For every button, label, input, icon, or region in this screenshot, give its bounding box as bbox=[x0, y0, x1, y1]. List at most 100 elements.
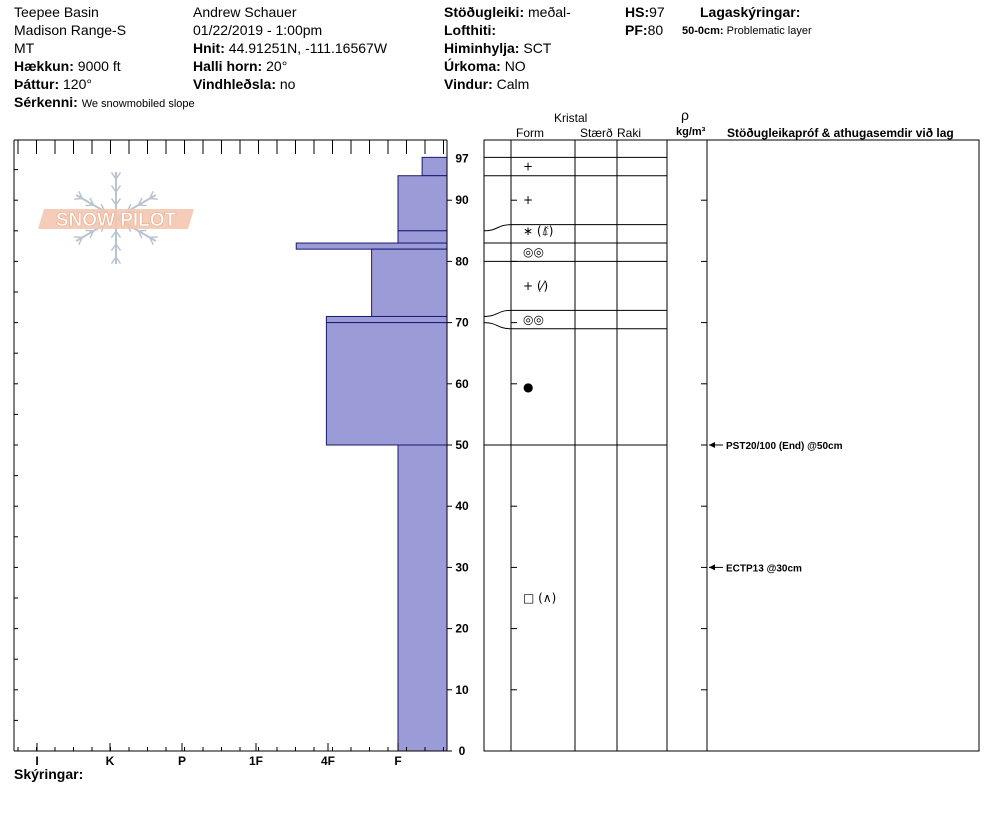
snowflake-branch bbox=[89, 197, 95, 206]
hs: HS:97 bbox=[625, 4, 665, 20]
hardness-bar bbox=[325, 322, 448, 446]
moisture-header: Raki bbox=[617, 126, 642, 140]
precip: Úrkoma: NO bbox=[444, 58, 526, 74]
aspect: Þáttur: 120° bbox=[14, 76, 92, 92]
crystal-symbol: ◎◎ bbox=[523, 313, 544, 327]
wind-value: Calm bbox=[496, 76, 530, 92]
test-label: ECTP13 @30cm bbox=[726, 563, 802, 574]
density-symbol: ρ bbox=[681, 107, 689, 123]
snowpilot-logo: SNOW PILOT bbox=[38, 171, 194, 265]
stability-value: meðal- bbox=[528, 4, 571, 20]
hardness-tick-label: F bbox=[394, 754, 401, 768]
hs-value: 97 bbox=[649, 4, 665, 20]
air-temp: Lofthiti: bbox=[444, 22, 496, 38]
observer: Andrew Schauer bbox=[193, 4, 297, 20]
elevation-value: 9000 ft bbox=[77, 58, 121, 74]
layer-connector bbox=[483, 322, 512, 330]
wind-loading-label: Vindhleðsla: bbox=[193, 76, 276, 92]
snowflake-branch bbox=[74, 236, 83, 239]
range: Madison Range-S bbox=[14, 22, 127, 38]
stability-label: Stöðugleiki: bbox=[444, 4, 525, 20]
snowflake-branch bbox=[115, 230, 122, 239]
precip-value: NO bbox=[504, 58, 526, 74]
crystal-symbol: ◎◎ bbox=[523, 245, 544, 259]
pf-value: 80 bbox=[647, 22, 664, 38]
test-label: PST20/100 (End) @50cm bbox=[726, 441, 843, 452]
logo-banner bbox=[38, 209, 194, 229]
hardness-plot: I K P 1F 4F F 0 10 20 30 40 50 60 70 80 90 97 bbox=[13, 139, 469, 768]
snowflake-branch bbox=[137, 230, 143, 239]
snowflake-branch bbox=[137, 197, 143, 206]
elevation: Hækkun: 9000 ft bbox=[14, 58, 121, 74]
coords: Hnit: 44.91251N, -111.16567W bbox=[193, 40, 387, 56]
aspect-value: 120° bbox=[63, 76, 92, 92]
crystal-symbol: ● bbox=[523, 380, 533, 394]
snowflake-branch bbox=[149, 237, 154, 246]
layer-table: + + ∗ (⍋̽) ◎◎ + (⁄) ◎◎ ● □ (∧) PST20/100 (End) @… bbox=[483, 139, 980, 752]
precip-label: Úrkoma: bbox=[444, 58, 501, 74]
hardness-bar bbox=[421, 156, 448, 177]
crystal-symbol: ∗ (⍋̽) bbox=[523, 224, 553, 238]
hs-label: HS: bbox=[625, 4, 650, 20]
snowflake-branch bbox=[149, 190, 154, 199]
stability: Stöðugleiki: meðal- bbox=[444, 4, 571, 20]
snowflake-branch bbox=[74, 197, 83, 200]
notes-label: Skýringar: bbox=[14, 766, 84, 782]
depth-top-label: 97 bbox=[455, 151, 469, 165]
snowflake-branch bbox=[138, 229, 147, 232]
snowflake-branch bbox=[110, 197, 117, 206]
layer-note: 50-0cm: Problematic layer bbox=[682, 23, 812, 39]
depth-tick-label: 80 bbox=[455, 254, 469, 268]
hardness-tick-label: 1F bbox=[249, 754, 263, 768]
test-arrow-head bbox=[709, 564, 715, 571]
snowflake-branch bbox=[115, 184, 122, 193]
coords-label: Hnit: bbox=[193, 40, 225, 56]
hardness-bar bbox=[325, 315, 448, 324]
depth-tick-label: 60 bbox=[455, 377, 469, 391]
layer-connector bbox=[483, 224, 512, 232]
features-label: Sérkenni: bbox=[14, 94, 78, 110]
state: MT bbox=[14, 40, 35, 56]
hardness-tick-label: P bbox=[178, 754, 186, 768]
depth-tick-label: 30 bbox=[455, 560, 469, 574]
depth-tick-label: 90 bbox=[455, 193, 469, 207]
hardness-tick-label: 4F bbox=[321, 754, 335, 768]
tests-header: Stöðugleikapróf & athugasemdir við lag bbox=[727, 126, 954, 140]
wind: Vindur: Calm bbox=[444, 76, 529, 92]
snowflake-branch bbox=[85, 204, 94, 207]
crystal-header: Kristal bbox=[554, 111, 588, 125]
datetime: 01/22/2019 - 1:00pm bbox=[193, 22, 323, 38]
elevation-label: Hækkun: bbox=[14, 58, 74, 74]
crystal-symbol: + bbox=[523, 193, 533, 207]
snowflake-branch bbox=[78, 190, 83, 199]
test-arrow-head bbox=[709, 442, 715, 448]
wind-loading: Vindhleðsla: no bbox=[193, 76, 295, 92]
snowflake-branch bbox=[78, 237, 83, 246]
layer-note-depth: 50-0cm: bbox=[682, 25, 724, 37]
snowflake-branch bbox=[110, 184, 117, 193]
hardness-tick-label: K bbox=[106, 754, 115, 768]
pf: PF:80 bbox=[625, 22, 663, 38]
sky: Himinhylja: SCT bbox=[444, 40, 551, 56]
hardness-bar bbox=[397, 175, 448, 232]
snowflake-branch bbox=[89, 230, 95, 239]
slope-value: 20° bbox=[266, 58, 288, 74]
wind-loading-value: no bbox=[279, 76, 296, 92]
features-value: We snowmobiled slope bbox=[81, 98, 195, 110]
features: Sérkenni: We snowmobiled slope bbox=[14, 94, 195, 112]
logo-text: SNOW PILOT bbox=[56, 210, 177, 231]
layer-note-text: Problematic layer bbox=[726, 25, 812, 37]
size-header: Stærð bbox=[580, 126, 613, 140]
snowflake-branch bbox=[115, 256, 122, 265]
depth-tick-label: 0 bbox=[459, 744, 466, 758]
depth-tick-label: 40 bbox=[455, 499, 469, 513]
snowflake-branch bbox=[138, 204, 147, 207]
crystal-symbol: + bbox=[523, 160, 533, 174]
form-header: Form bbox=[516, 126, 544, 140]
snowflake-branch bbox=[115, 197, 122, 206]
snowflake-branch bbox=[115, 243, 122, 252]
depth-tick-label: 70 bbox=[455, 316, 469, 330]
hardness-bar bbox=[295, 242, 448, 250]
snowflake-branch bbox=[110, 230, 117, 239]
